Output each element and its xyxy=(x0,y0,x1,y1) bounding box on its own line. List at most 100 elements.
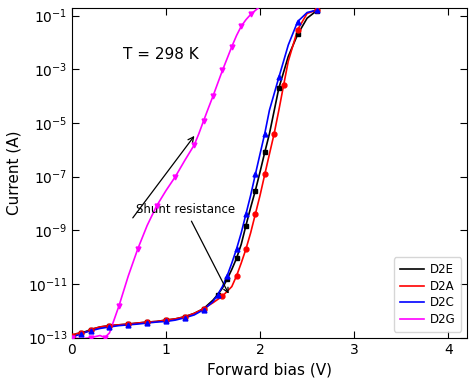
D2A xyxy=(78,331,84,335)
D2E xyxy=(257,170,263,174)
D2G xyxy=(219,68,225,73)
D2E xyxy=(295,32,301,36)
D2C xyxy=(107,324,112,329)
D2E xyxy=(285,54,291,59)
D2C xyxy=(182,316,188,320)
D2C xyxy=(135,322,141,326)
D2A xyxy=(314,8,319,12)
D2G xyxy=(224,56,230,61)
D2G xyxy=(102,335,108,340)
D2G xyxy=(210,94,216,98)
D2G xyxy=(257,4,263,9)
D2G xyxy=(266,0,272,3)
D2A xyxy=(163,318,169,323)
D2E xyxy=(173,316,178,321)
D2E xyxy=(201,306,207,311)
D2A xyxy=(135,321,141,325)
Line: D2C: D2C xyxy=(72,10,317,338)
D2C xyxy=(257,152,263,156)
D2G xyxy=(144,223,150,228)
D2E xyxy=(266,131,272,136)
D2G xyxy=(205,106,211,111)
D2A xyxy=(276,108,282,113)
D2E xyxy=(253,188,258,193)
D2A xyxy=(234,273,239,278)
D2C xyxy=(238,230,244,235)
D2C xyxy=(219,284,225,289)
D2G xyxy=(88,335,93,340)
D2E xyxy=(163,318,169,323)
D2C xyxy=(78,331,84,336)
D2G xyxy=(182,158,188,163)
D2E xyxy=(182,314,188,319)
D2C xyxy=(295,19,301,24)
D2G xyxy=(173,174,178,179)
Line: D2E: D2E xyxy=(72,11,317,336)
D2A xyxy=(83,330,89,334)
D2G xyxy=(234,33,239,38)
D2A xyxy=(271,131,277,136)
D2C xyxy=(163,319,169,324)
D2A xyxy=(304,11,310,16)
D2E xyxy=(229,267,235,271)
D2A xyxy=(243,247,249,252)
D2G xyxy=(116,304,122,308)
D2G xyxy=(196,131,202,136)
D2A xyxy=(191,311,197,316)
D2C xyxy=(69,335,75,340)
D2C xyxy=(253,172,258,177)
D2A xyxy=(262,172,268,177)
D2A xyxy=(285,59,291,63)
D2G xyxy=(201,119,207,123)
D2A xyxy=(74,331,80,336)
D2C xyxy=(215,292,220,297)
D2E xyxy=(314,8,319,13)
D2E xyxy=(191,311,197,316)
D2E xyxy=(135,321,141,325)
D2G xyxy=(191,143,197,147)
D2E xyxy=(116,323,122,327)
D2E xyxy=(276,86,282,90)
D2A xyxy=(88,327,93,332)
D2G xyxy=(163,188,169,193)
D2A xyxy=(295,27,301,32)
D2C xyxy=(234,247,239,252)
D2E xyxy=(238,242,244,247)
D2C xyxy=(74,333,80,338)
D2C xyxy=(173,318,178,323)
Line: D2G: D2G xyxy=(72,0,457,339)
D2G xyxy=(107,331,112,335)
D2C xyxy=(224,273,230,278)
D2A xyxy=(248,230,254,235)
D2A xyxy=(116,323,122,327)
D2E xyxy=(78,331,84,335)
D2E xyxy=(97,324,103,329)
Y-axis label: Current (A): Current (A) xyxy=(7,130,22,215)
D2G xyxy=(248,12,254,17)
D2C xyxy=(285,43,291,47)
D2A xyxy=(201,306,207,311)
D2C xyxy=(83,330,89,334)
D2E xyxy=(74,331,80,336)
D2A xyxy=(229,284,235,289)
D2C xyxy=(304,10,310,15)
D2E xyxy=(126,322,131,326)
D2G xyxy=(135,247,141,252)
D2C xyxy=(314,8,319,12)
D2A xyxy=(69,333,75,338)
D2C xyxy=(243,212,249,217)
D2C xyxy=(191,313,197,317)
D2G xyxy=(215,81,220,86)
D2A xyxy=(219,294,225,298)
D2E xyxy=(215,292,220,297)
D2A xyxy=(257,193,263,198)
D2A xyxy=(238,261,244,265)
D2G xyxy=(154,204,159,209)
D2C xyxy=(201,307,207,312)
D2E xyxy=(144,320,150,324)
D2C xyxy=(248,193,254,198)
D2G xyxy=(238,24,244,28)
D2A xyxy=(144,320,150,324)
D2C xyxy=(88,328,93,333)
D2A xyxy=(266,152,272,156)
